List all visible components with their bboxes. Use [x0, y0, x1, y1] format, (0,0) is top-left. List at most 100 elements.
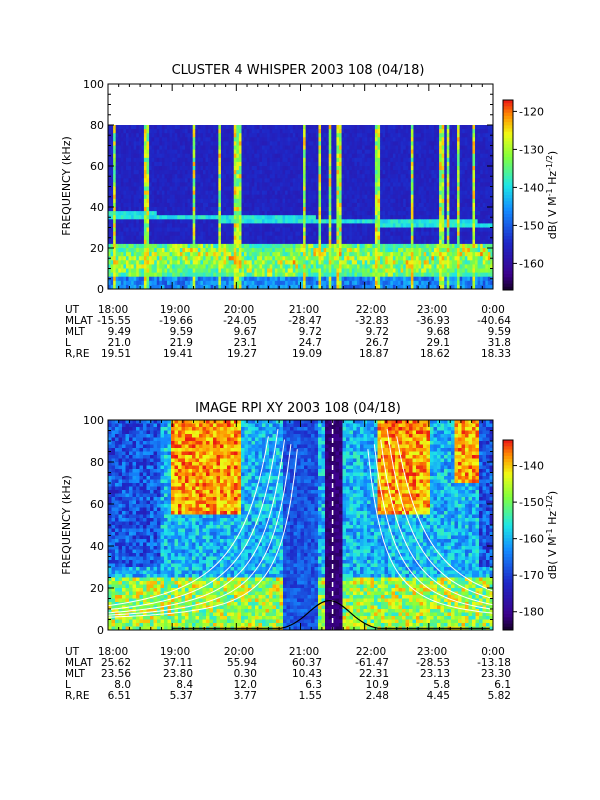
panel1-cell	[120, 256, 124, 261]
panel1-cell	[274, 276, 278, 282]
panel1-cell	[115, 231, 119, 237]
panel1-cell	[185, 256, 188, 261]
panel1-cell	[218, 243, 222, 249]
panel1-cell	[223, 161, 227, 167]
panel1-cell	[226, 243, 230, 249]
panel1-cell	[143, 153, 147, 159]
panel1-cell	[233, 248, 237, 253]
panel1-cell	[390, 256, 394, 261]
panel1-cell	[146, 149, 150, 155]
panel1-cell	[421, 256, 425, 261]
panel1-cell	[218, 260, 222, 265]
panel1-cell	[426, 166, 430, 171]
panel1-cell	[282, 256, 286, 261]
panel1-cell	[423, 202, 427, 208]
panel1-cell	[218, 194, 222, 200]
panel1-cell	[251, 215, 255, 220]
panel1-cell	[269, 272, 273, 278]
panel1-cell	[369, 272, 373, 278]
panel1-cell	[333, 243, 337, 249]
panel1-cell	[187, 248, 191, 253]
panel1-cell	[125, 182, 129, 187]
panel1-cell	[385, 264, 389, 269]
panel1-cell	[254, 178, 258, 183]
panel1-cell	[262, 186, 265, 191]
panel1-cell	[341, 125, 345, 130]
panel1-cell	[403, 198, 407, 204]
panel1-cell	[323, 231, 327, 237]
panel1-cell	[262, 149, 265, 155]
panel1-cell	[187, 157, 191, 163]
panel1-cell	[382, 170, 386, 175]
panel1-cell	[262, 178, 265, 183]
panel1-cell	[187, 211, 191, 216]
panel1-cell	[364, 194, 368, 200]
panel1-cell	[131, 149, 135, 155]
panel1-cell	[223, 137, 227, 142]
panel1-cell	[344, 125, 348, 130]
panel1-cell	[305, 133, 309, 138]
panel1-cell	[128, 149, 132, 155]
panel1-cell	[308, 207, 312, 212]
panel1-cell	[416, 223, 419, 228]
panel1-cell	[269, 215, 273, 220]
panel1-cell	[372, 182, 376, 187]
panel1-cell	[156, 239, 160, 245]
panel1-cell	[210, 243, 214, 249]
panel1-cell	[151, 157, 155, 163]
panel1-cell	[308, 182, 312, 187]
panel1-cell	[398, 186, 401, 191]
panel1-cell	[277, 161, 281, 167]
panel1-cell	[244, 219, 247, 224]
panel1-cell	[400, 133, 404, 138]
panel1-cell	[195, 137, 199, 142]
panel1-cell	[110, 186, 114, 191]
panel1-cell	[177, 211, 181, 216]
panel1-cell	[359, 227, 363, 232]
panel1-cell	[254, 157, 258, 163]
panel1-cell	[210, 276, 214, 282]
panel1-cell	[310, 129, 314, 134]
panel1-cell	[326, 125, 330, 130]
panel1-cell	[251, 276, 255, 282]
panel1-cell	[300, 141, 304, 146]
panel1-cell	[131, 268, 135, 273]
panel1-cell	[362, 231, 366, 237]
panel1-cell	[249, 280, 253, 286]
panel1-cell	[382, 194, 386, 200]
panel1-cell	[187, 280, 191, 286]
panel1-cell	[390, 194, 394, 200]
panel1-cell	[269, 227, 273, 232]
panel1-cell	[323, 198, 327, 204]
panel1-cell	[223, 141, 227, 146]
panel1-cell	[236, 141, 240, 146]
panel1-cell	[418, 260, 422, 265]
panel1-cell	[169, 194, 173, 200]
panel1-cell	[177, 280, 181, 286]
panel1-cell	[192, 219, 196, 224]
panel1-cell	[416, 235, 419, 241]
panel1-cell	[218, 125, 222, 130]
panel1-cell	[321, 223, 324, 228]
panel1-cell	[259, 202, 263, 208]
panel1-cell	[187, 166, 191, 171]
panel1-cell	[346, 211, 350, 216]
panel1-cell	[287, 264, 291, 269]
panel1-cell	[231, 174, 235, 179]
panel1-cell	[161, 239, 165, 245]
panel1-cell	[136, 231, 140, 237]
panel1-cell	[269, 161, 273, 167]
panel1-cell	[136, 174, 140, 179]
panel1-cell	[392, 166, 396, 171]
panel1-cell	[208, 235, 212, 241]
panel1-cell	[341, 260, 345, 265]
panel1-cell	[267, 161, 271, 167]
panel1-cell	[377, 239, 381, 245]
panel1-cell	[292, 211, 296, 216]
panel1-cell	[174, 235, 178, 241]
panel1-cell	[256, 145, 260, 150]
panel1-cell	[413, 133, 417, 138]
panel1-cell	[398, 133, 401, 138]
panel1-cell	[300, 149, 304, 155]
panel1-cell	[208, 186, 212, 191]
